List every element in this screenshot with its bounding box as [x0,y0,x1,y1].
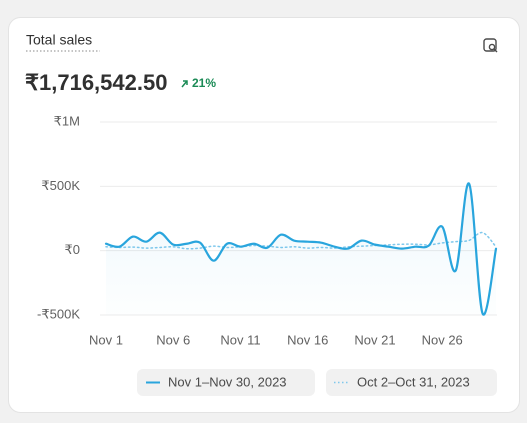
explore-icon[interactable] [483,38,498,53]
y-tick-label: -₹500K [37,306,80,321]
y-tick-label: ₹1M [54,113,80,128]
total-value: ₹1,716,542.50 [25,70,167,95]
change-percent: 21% [192,76,216,90]
y-tick-label: ₹500K [41,178,80,193]
y-tick-label: ₹0 [64,242,80,257]
plot: ₹1M ₹500K ₹0 -₹500K Nov 1 Nov 6 Nov 11 Nov 16 No… [37,113,498,347]
x-tick-label: Nov 26 [422,332,463,347]
x-tick-label: Nov 6 [156,332,190,347]
x-tick-label: Nov 21 [354,332,395,347]
legend-label: Oct 2–Oct 31, 2023 [357,374,470,389]
series-area [106,183,496,315]
x-tick-label: Nov 16 [287,332,328,347]
legend: Nov 1–Nov 30, 2023 Oct 2–Oct 31, 2023 [137,369,497,396]
card-title[interactable]: Total sales [26,32,92,48]
legend-pill[interactable] [326,369,497,396]
series-line [104,182,498,316]
change-arrow [181,80,188,88]
x-tick-label: Nov 11 [220,332,260,347]
legend-label: Nov 1–Nov 30, 2023 [168,374,287,389]
legend-pill[interactable] [137,369,315,396]
x-tick-label: Nov 1 [89,332,123,347]
